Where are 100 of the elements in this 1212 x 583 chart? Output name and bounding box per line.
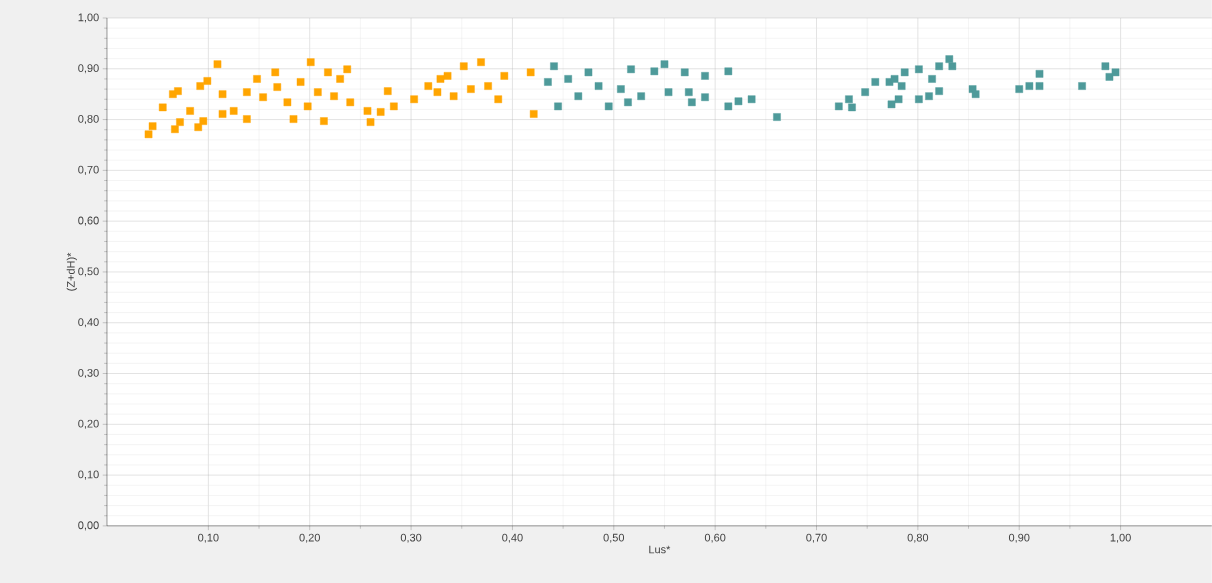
y-tick-label: 0,90 — [78, 64, 99, 74]
point — [194, 123, 203, 132]
point — [564, 75, 572, 83]
point — [484, 82, 492, 90]
x-tick-label: 0,30 — [400, 533, 422, 543]
point — [306, 58, 315, 67]
point — [948, 62, 957, 71]
point — [1111, 68, 1120, 77]
point — [848, 103, 856, 112]
point — [320, 117, 328, 125]
x-tick-label: 0,10 — [198, 533, 219, 543]
point — [218, 90, 227, 99]
point — [604, 102, 613, 111]
point — [747, 95, 756, 104]
point — [424, 82, 433, 90]
point — [664, 88, 673, 96]
point — [894, 95, 903, 104]
point — [174, 87, 182, 95]
point — [1078, 82, 1086, 90]
y-tick-label: 0,30 — [78, 369, 99, 379]
point — [685, 88, 693, 96]
point — [594, 82, 603, 90]
point — [477, 58, 485, 67]
point — [835, 102, 843, 111]
point — [436, 75, 445, 83]
point — [467, 85, 475, 93]
point — [945, 55, 954, 63]
point — [229, 107, 238, 115]
point — [218, 110, 227, 118]
x-tick-label: 1,00 — [1110, 533, 1131, 543]
point — [1015, 85, 1024, 93]
y-axis-title: (Z+dH)* — [66, 252, 77, 291]
point — [724, 102, 733, 111]
point — [196, 82, 205, 90]
y-tick-label: 0,10 — [78, 470, 99, 480]
point — [650, 67, 659, 76]
point — [624, 98, 632, 107]
point — [171, 125, 179, 134]
point — [186, 107, 194, 115]
point — [390, 102, 398, 111]
x-tick-label: 0,40 — [502, 533, 523, 543]
point — [544, 78, 552, 86]
point — [410, 95, 418, 104]
point — [1101, 62, 1110, 71]
point — [584, 68, 593, 77]
point — [158, 103, 167, 112]
point — [935, 62, 943, 71]
point — [701, 72, 709, 80]
y-tick-label: 1,00 — [78, 13, 99, 23]
point — [199, 117, 208, 125]
point — [213, 60, 222, 69]
point — [1035, 70, 1044, 78]
x-tick-label: 0,60 — [704, 533, 726, 543]
point — [680, 68, 689, 77]
point — [303, 102, 312, 111]
point — [890, 75, 899, 83]
point — [1025, 82, 1034, 90]
point — [845, 95, 853, 104]
point — [243, 115, 251, 123]
point — [627, 65, 635, 74]
point — [494, 95, 503, 104]
point — [366, 118, 375, 126]
point — [346, 98, 355, 107]
x-tick-label: 0,90 — [1008, 533, 1030, 543]
point — [1035, 82, 1044, 90]
point — [314, 88, 322, 96]
point — [773, 113, 781, 121]
point — [529, 110, 538, 118]
y-tick-label: 0,20 — [78, 419, 99, 429]
point — [283, 98, 292, 107]
point — [887, 100, 896, 109]
point — [296, 78, 305, 86]
point — [724, 67, 733, 76]
y-tick-label: 0,60 — [78, 216, 99, 226]
point — [701, 93, 709, 102]
x-tick-label: 0,70 — [806, 533, 827, 543]
point — [336, 75, 344, 83]
point — [526, 68, 535, 77]
point — [500, 72, 509, 80]
point — [343, 65, 352, 74]
point — [259, 93, 267, 102]
point — [144, 130, 153, 139]
point — [253, 75, 261, 83]
y-tick-label: 0,50 — [78, 267, 99, 277]
y-tick-label: 0,40 — [78, 318, 99, 328]
point — [203, 77, 212, 85]
point — [871, 78, 880, 86]
x-tick-label: 0,50 — [603, 533, 625, 543]
point — [363, 107, 372, 115]
point — [443, 72, 452, 80]
point — [900, 68, 909, 77]
y-tick-label: 0,80 — [78, 115, 99, 125]
y-tick-label: 0,00 — [78, 521, 99, 531]
point — [433, 88, 442, 96]
point — [324, 68, 332, 77]
point — [617, 85, 625, 93]
point — [550, 62, 558, 71]
point — [330, 92, 338, 101]
point — [688, 98, 696, 107]
point — [376, 108, 385, 116]
